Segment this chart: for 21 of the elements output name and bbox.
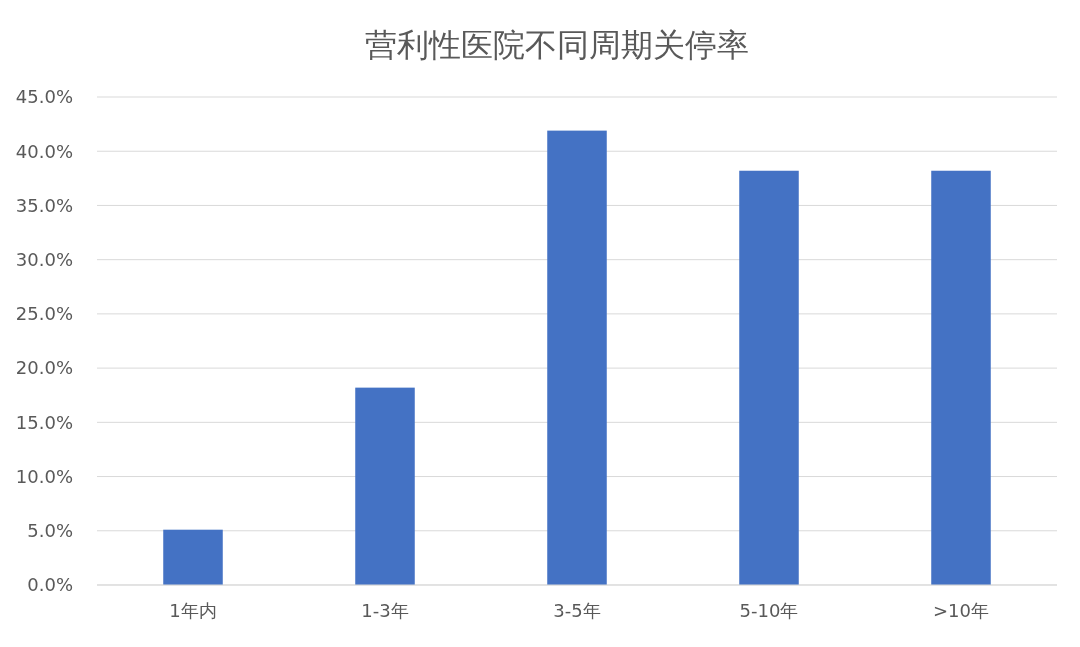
x-tick-label: 3-5年 xyxy=(553,600,601,621)
bar xyxy=(547,130,607,585)
bar xyxy=(355,387,415,585)
y-tick-label: 45.0% xyxy=(15,86,73,108)
x-tick-label: 5-10年 xyxy=(739,600,799,621)
y-tick-label: 25.0% xyxy=(15,303,73,325)
y-tick-label: 30.0% xyxy=(15,248,73,270)
y-tick-label: 5.0% xyxy=(27,520,73,542)
chart-title: 营利性医院不同周期关停率 xyxy=(365,26,749,64)
bar xyxy=(739,170,799,585)
y-tick-label: 0.0% xyxy=(27,574,73,596)
x-tick-label: 1年内 xyxy=(169,600,217,621)
bar xyxy=(931,170,991,585)
y-tick-label: 15.0% xyxy=(15,411,73,433)
bar xyxy=(163,529,223,585)
y-tick-label: 10.0% xyxy=(15,465,73,487)
x-tick-label: 1-3年 xyxy=(361,600,409,621)
y-tick-label: 40.0% xyxy=(15,140,73,162)
x-tick-label: >10年 xyxy=(933,600,989,621)
y-tick-label: 20.0% xyxy=(15,357,73,379)
y-tick-label: 35.0% xyxy=(15,194,73,216)
